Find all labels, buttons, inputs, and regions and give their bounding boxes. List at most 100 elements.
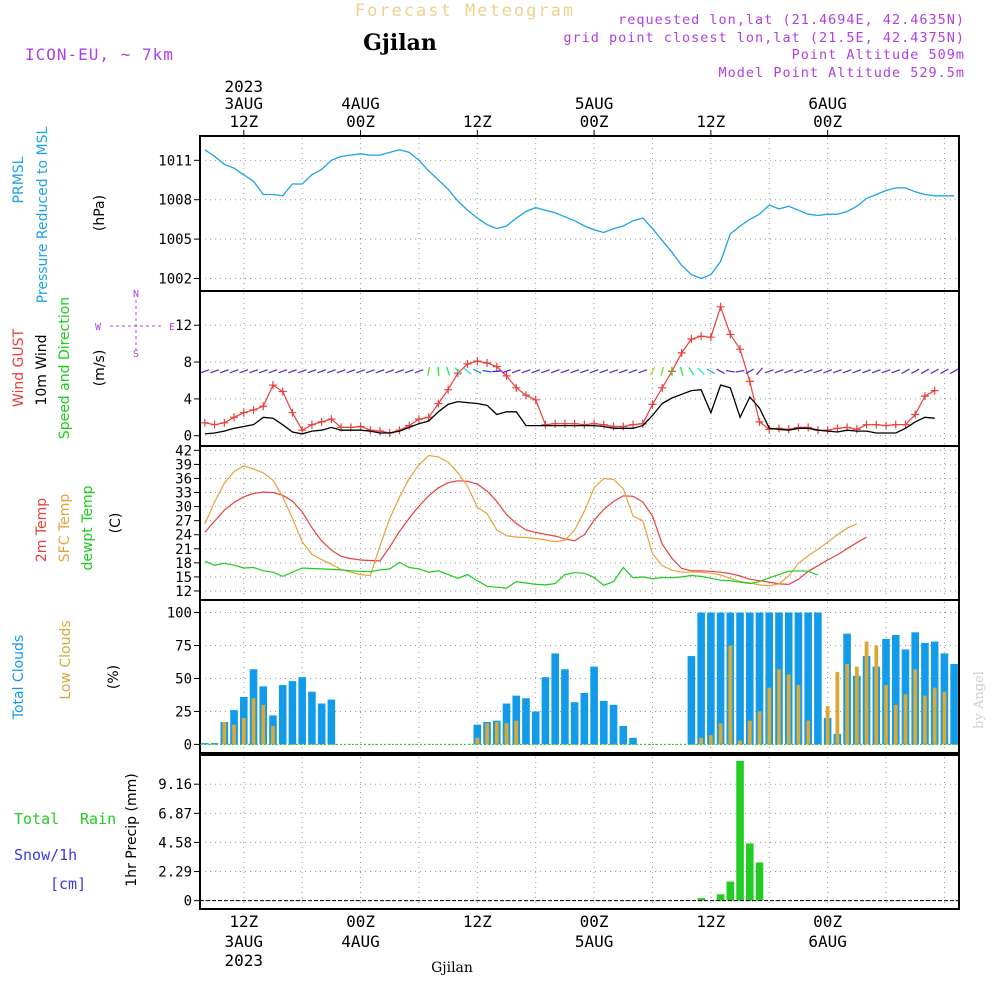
gust-point <box>512 383 521 392</box>
y-tick-label: 30 <box>175 500 192 516</box>
gust-point <box>220 418 229 427</box>
wind-direction-arrow <box>803 369 813 374</box>
y-tick-label: 25 <box>175 704 192 720</box>
y-tick-label: 8 <box>184 355 192 371</box>
y-tick-label: 39 <box>175 457 192 473</box>
total-cloud-bar <box>531 711 540 745</box>
y-tick-label: 100 <box>167 606 192 622</box>
wind-panel <box>201 303 959 437</box>
wind-direction-arrow <box>716 368 725 375</box>
wind-direction-arrow <box>560 369 570 374</box>
total-cloud-bar <box>745 612 754 745</box>
top-hour-label: 12Z <box>463 112 492 131</box>
wind-direction-arrow <box>336 369 346 374</box>
low-cloud-bar <box>232 724 236 745</box>
gust-point <box>288 408 297 417</box>
wind-direction-arrow <box>793 369 803 374</box>
wind-direction-arrow <box>910 368 920 375</box>
top-hour-label: 00Z <box>580 112 609 131</box>
wind-direction-arrow <box>745 368 755 375</box>
low-cloud-bar <box>796 685 801 745</box>
gust-point <box>298 426 307 435</box>
low-cloud-bar <box>251 698 256 745</box>
total-cloud-bar <box>561 669 569 745</box>
gust-point <box>706 333 715 342</box>
wind-direction-arrow <box>531 369 541 374</box>
rain-bar <box>736 760 744 901</box>
gust-point <box>327 415 336 424</box>
total-cloud-bar <box>891 634 900 745</box>
wind-direction-arrow <box>472 368 482 374</box>
wind-direction-arrow <box>385 369 395 374</box>
gust-point <box>901 420 910 429</box>
total-cloud-bar <box>580 692 589 745</box>
gust-point <box>736 345 745 354</box>
pressure-label-prmsl: PRMSL <box>11 156 27 203</box>
total-cloud-bar <box>736 612 744 745</box>
plot-frame <box>199 135 960 754</box>
wind-direction-arrow <box>735 369 745 373</box>
low-cloud-bar <box>825 706 830 745</box>
top-date-label: 5AUG <box>575 94 614 113</box>
wind-direction-arrow <box>427 366 431 376</box>
total-cloud-bar <box>288 681 297 745</box>
wind-direction-arrow <box>414 369 424 374</box>
total-cloud-bar <box>921 642 929 745</box>
low-cloud-bar <box>786 674 791 745</box>
gust-point <box>599 420 608 429</box>
total-cloud-bar <box>950 663 958 745</box>
wind-direction-arrow <box>297 369 307 374</box>
low-cloud-bar <box>835 671 840 745</box>
total-cloud-bar <box>716 612 725 745</box>
wind-compass: N W E S <box>95 289 175 360</box>
gust-point <box>444 385 453 394</box>
low-cloud-bar <box>893 704 898 745</box>
model-altitude: Model Point Altitude 529.5m <box>719 65 965 81</box>
total-cloud-bar <box>278 685 287 745</box>
y-tick-label: 24 <box>175 528 192 544</box>
wind-direction-arrow <box>550 369 560 374</box>
temp-dewpt-label: dewpt Temp <box>80 485 96 570</box>
wind-direction-arrow <box>697 367 705 375</box>
gust-point <box>833 424 842 433</box>
gust-point <box>210 420 219 429</box>
gust-point <box>726 330 735 339</box>
wind-direction-arrow <box>725 369 735 373</box>
gust-point <box>376 427 385 436</box>
y-tick-label: 0 <box>184 894 192 910</box>
total-cloud-bar <box>317 703 326 745</box>
y-tick-labels: 1002100510081011048121215182124273033363… <box>158 153 200 910</box>
gust-point <box>580 420 589 429</box>
gust-point <box>531 395 540 404</box>
low-cloud-bar <box>261 704 266 745</box>
bottom-hour-label: 12Z <box>229 912 258 931</box>
gust-point <box>405 421 414 430</box>
wind-direction-arrow <box>229 369 239 374</box>
wind-direction-arrow <box>862 369 872 374</box>
wind-direction-arrow <box>949 368 959 375</box>
low-cloud-bar <box>777 669 781 745</box>
gust-point <box>891 420 900 429</box>
gust-point <box>560 419 569 428</box>
y-tick-label: 6.87 <box>158 806 192 822</box>
total-cloud-bar <box>794 612 803 745</box>
wind-direction-arrow <box>287 369 297 374</box>
gust-point <box>882 421 891 430</box>
wind-direction-arrow <box>239 369 249 374</box>
gust-point <box>823 426 832 435</box>
wind-direction-arrow <box>599 369 609 374</box>
low-cloud-bar <box>806 720 811 745</box>
y-tick-label: 4.58 <box>158 835 192 851</box>
rain-bar <box>745 843 754 901</box>
gust-point <box>434 399 443 408</box>
rain-bar <box>697 898 705 901</box>
top-hour-label: 00Z <box>813 112 842 131</box>
gust-point <box>648 400 657 409</box>
low-cloud-bar <box>504 723 509 745</box>
low-cloud-bar <box>767 687 772 745</box>
precip-panel <box>200 760 959 902</box>
total-cloud-bar <box>570 702 579 745</box>
rain-bar <box>755 862 764 901</box>
gust-point <box>259 402 268 411</box>
